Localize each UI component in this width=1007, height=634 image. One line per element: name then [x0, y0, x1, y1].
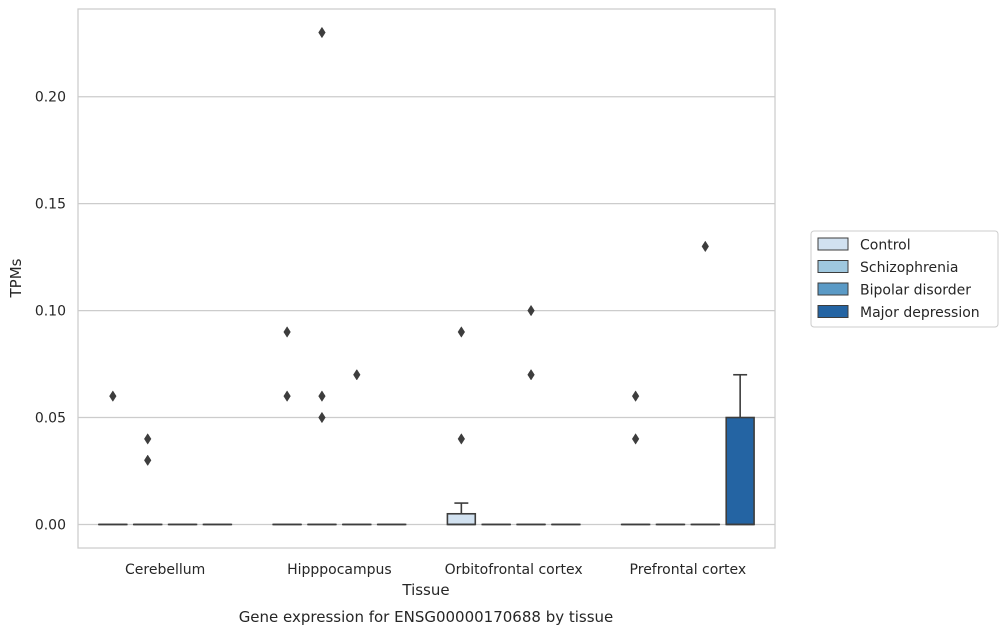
legend-label: Control [860, 238, 911, 254]
x-tick-label: Cerebellum [125, 562, 205, 578]
outlier-point [457, 433, 466, 445]
box-group [342, 369, 372, 526]
chart-caption: Gene expression for ENSG00000170688 by t… [239, 608, 614, 626]
gridlines [78, 96, 775, 526]
outlier-point [701, 240, 709, 253]
box-group [272, 326, 302, 526]
y-tick-label: 0.15 [35, 197, 66, 213]
outlier-point [144, 454, 152, 467]
x-axis-ticks: Cerebellum Hipppocampus Orbitofrontal cort… [125, 562, 746, 578]
plot-area-frame [77, 8, 776, 549]
legend-swatch [817, 260, 849, 273]
legend-label: Major depression [860, 305, 980, 321]
y-axis-title: TPMs [7, 258, 25, 298]
y-tick-label: 0.05 [35, 411, 66, 427]
box [725, 416, 755, 526]
outlier-point [318, 26, 326, 39]
legend-frame [810, 230, 999, 328]
box-group [620, 390, 651, 526]
x-tick-label: Prefrontal cortex [630, 562, 747, 578]
x-tick-label: Orbitofrontal cortex [445, 562, 583, 578]
outlier-point [283, 390, 291, 402]
outlier-point [283, 326, 291, 338]
outlier-point [631, 433, 640, 445]
y-axis-ticks: 0.00 0.05 0.10 0.15 0.20 [35, 90, 66, 534]
boxes [98, 26, 755, 526]
legend-swatch [817, 305, 849, 318]
outlier-point [527, 369, 535, 381]
legend: Control Schizophrenia Bipolar disorder Majo… [810, 230, 999, 328]
x-axis-title: Tissue [401, 581, 449, 599]
outlier-point [318, 390, 326, 402]
box-group [132, 433, 163, 526]
box-group [307, 26, 337, 526]
x-tick-label: Hipppocampus [287, 562, 392, 578]
legend-swatch [817, 282, 849, 296]
box-group [725, 373, 755, 526]
outlier-point [457, 326, 466, 338]
box-group [690, 240, 721, 526]
outlier-point [527, 304, 535, 317]
box [446, 512, 477, 526]
outlier-point [109, 390, 117, 402]
y-tick-label: 0.20 [35, 90, 66, 106]
legend-label: Bipolar disorder [860, 283, 971, 299]
outlier-point [631, 390, 640, 402]
box-group [98, 390, 128, 526]
y-tick-label: 0.00 [35, 517, 66, 533]
box-group [446, 326, 477, 526]
outlier-point [144, 433, 152, 445]
outlier-point [353, 369, 361, 381]
box-group [516, 304, 546, 526]
legend-swatch [817, 237, 849, 251]
legend-label: Schizophrenia [860, 260, 958, 276]
outlier-point [318, 411, 326, 424]
y-tick-label: 0.10 [35, 304, 66, 320]
